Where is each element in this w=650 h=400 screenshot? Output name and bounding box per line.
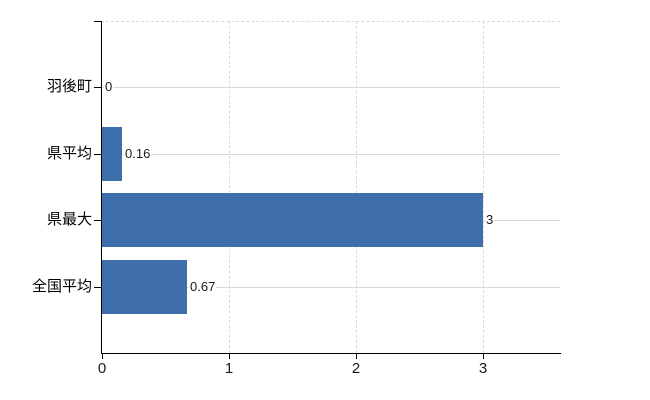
x-tick-label: 3	[478, 360, 488, 377]
y-axis-tick	[94, 220, 101, 221]
bar-value-label: 0.16	[124, 146, 152, 162]
x-axis-line	[101, 353, 561, 354]
vertical-gridline	[483, 21, 484, 353]
horizontal-gridline	[101, 287, 560, 288]
y-axis-line	[101, 21, 102, 353]
bar-1	[102, 127, 122, 181]
x-axis-tick	[356, 353, 357, 359]
category-label: 県平均	[46, 145, 92, 162]
bar-2	[102, 193, 483, 247]
bar-3	[102, 260, 187, 314]
horizontal-gridline	[101, 87, 560, 88]
y-axis-tick	[94, 287, 101, 288]
vertical-gridline	[229, 21, 230, 353]
bar-value-label: 3	[485, 212, 495, 228]
vertical-gridline	[356, 21, 357, 353]
category-label: 県最大	[46, 211, 92, 228]
x-axis-tick	[229, 353, 230, 359]
category-label: 全国平均	[31, 278, 92, 295]
x-tick-label: 1	[224, 360, 234, 377]
y-axis-top-tick	[94, 21, 101, 22]
bar-value-label: 0.67	[189, 279, 217, 295]
bar-value-label: 0	[104, 79, 114, 95]
category-label: 羽後町	[46, 78, 92, 95]
x-tick-label: 2	[351, 360, 361, 377]
y-axis-tick	[94, 154, 101, 155]
x-axis-tick	[102, 353, 103, 359]
y-axis-tick	[94, 87, 101, 88]
x-tick-label: 0	[97, 360, 107, 377]
horizontal-gridline	[101, 154, 560, 155]
plot-top-border	[101, 21, 560, 22]
x-axis-tick	[483, 353, 484, 359]
